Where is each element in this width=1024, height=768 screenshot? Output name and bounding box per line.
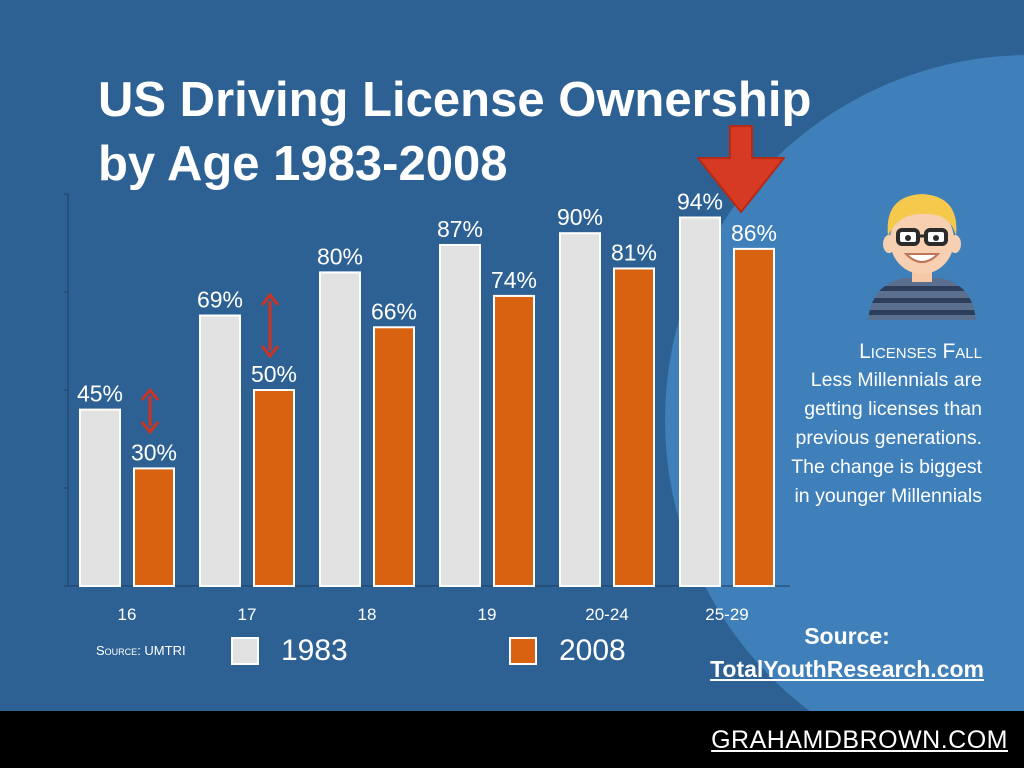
page-title: US Driving License Ownership by Age 1983… — [98, 68, 958, 196]
source-link[interactable]: TotalYouthResearch.com — [710, 656, 984, 682]
data-label-2008-18: 66% — [371, 298, 417, 324]
bar-2008-16 — [133, 467, 175, 587]
x-tick-label-18: 18 — [358, 605, 377, 624]
legend-label-2008: 2008 — [559, 634, 626, 667]
bar-1983-20-24 — [559, 232, 601, 587]
y-axis — [64, 193, 790, 587]
bar-2008-19 — [493, 294, 535, 587]
bar-1983-18 — [319, 271, 361, 587]
legend-item-2008: 2008 — [509, 633, 626, 669]
legend-swatch-1983 — [231, 637, 259, 665]
title-line-2: by Age 1983-2008 — [98, 137, 508, 191]
source-umtri: Source: UMTRI — [96, 643, 186, 658]
bar-2008-18 — [373, 326, 415, 587]
data-label-1983-17: 69% — [197, 287, 243, 313]
source-label: Source: — [804, 623, 890, 649]
data-label-2008-25-29: 86% — [731, 220, 777, 246]
x-tick-label-25-29: 25-29 — [705, 605, 748, 624]
double-arrow-icon-16-head-down — [140, 421, 160, 435]
data-label-1983-16: 45% — [77, 381, 123, 407]
bars — [79, 216, 775, 588]
x-tick-labels: 16 17 18 19 20-24 25-29 — [118, 605, 749, 624]
legend-swatch-2008 — [509, 637, 537, 665]
note-heading: Licenses Fall — [859, 340, 982, 363]
footer-bar: GRAHAMDBROWN.COM — [0, 711, 1024, 768]
source-total-youth-research: Source: TotalYouthResearch.com — [710, 620, 984, 686]
data-label-1983-20-24: 90% — [557, 204, 603, 230]
data-label-2008-19: 74% — [491, 267, 537, 293]
title-line-1: US Driving License Ownership — [98, 73, 812, 127]
source-separator: : — [137, 643, 145, 658]
bar-2008-17 — [253, 389, 295, 587]
data-label-1983-19: 87% — [437, 216, 483, 242]
millennial-avatar-icon — [868, 194, 976, 320]
change-arrows — [140, 125, 785, 435]
x-tick-label-16: 16 — [118, 605, 137, 624]
data-label-1983-18: 80% — [317, 243, 363, 269]
double-arrow-icon-17-head-up — [260, 292, 280, 306]
bar-1983-17 — [199, 314, 241, 587]
bar-1983-25-29 — [679, 216, 721, 588]
note-body: Less Millennials are getting licenses th… — [791, 369, 982, 507]
data-labels: 45% 30% 69% 50% 80% 66% 87% 74% 90% 81% 94% 86% — [77, 189, 777, 466]
legend-label-1983: 1983 — [281, 634, 348, 667]
x-tick-label-20-24: 20-24 — [585, 605, 628, 624]
data-label-1983-25-29: 94% — [677, 189, 723, 215]
down-arrow-icon — [697, 125, 785, 213]
x-tick-label-19: 19 — [478, 605, 497, 624]
data-label-2008-17: 50% — [251, 361, 297, 387]
bar-1983-16 — [79, 408, 121, 587]
footer-link[interactable]: GRAHAMDBROWN.COM — [711, 726, 1008, 754]
source-prefix: Source — [96, 643, 138, 658]
bar-2008-20-24 — [613, 267, 655, 587]
source-name: UMTRI — [144, 643, 186, 658]
double-arrow-icon-16-head-up — [140, 387, 160, 401]
data-label-2008-16: 30% — [131, 439, 177, 465]
double-arrow-icon-17-head-down — [260, 345, 280, 359]
note-text: Licenses Fall Less Millennials are getti… — [772, 337, 982, 511]
bar-1983-19 — [439, 243, 481, 588]
legend-item-1983: 1983 — [231, 633, 348, 669]
data-label-2008-20-24: 81% — [611, 239, 657, 265]
x-tick-label-17: 17 — [238, 605, 257, 624]
bar-2008-25-29 — [733, 247, 775, 587]
